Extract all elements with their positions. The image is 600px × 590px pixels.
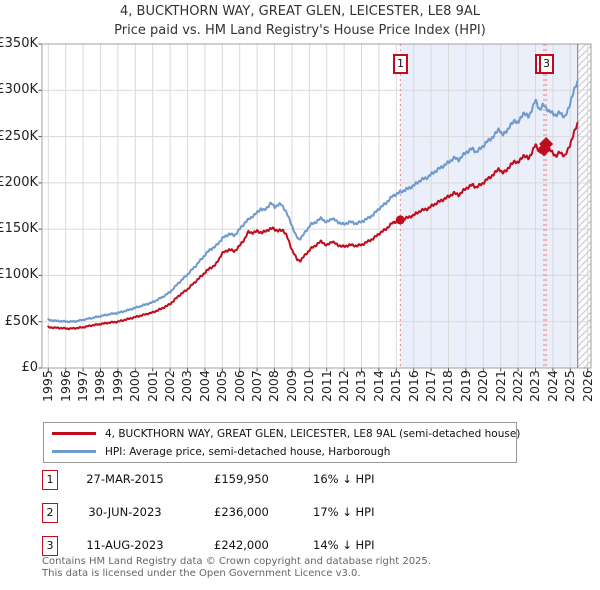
legend-item-property: 4, BUCKTHORN WAY, GREAT GLEN, LEICESTER,… (44, 426, 520, 441)
transaction-price: £159,950 (214, 472, 269, 486)
x-axis-label: 2008 (266, 370, 282, 402)
legend: 4, BUCKTHORN WAY, GREAT GLEN, LEICESTER,… (43, 422, 520, 463)
x-axis-label: 2012 (336, 370, 352, 402)
legend-swatch-price-paid (52, 432, 96, 435)
x-axis-label: 2004 (196, 370, 212, 402)
x-axis-label: 2010 (301, 370, 317, 402)
x-axis-label: 1997 (75, 370, 91, 402)
x-axis-label: 2000 (127, 370, 143, 402)
x-axis-label: 2016 (405, 370, 421, 402)
chart-title-address: 4, BUCKTHORN WAY, GREAT GLEN, LEICESTER,… (120, 4, 480, 19)
x-axis-label: 2025 (562, 370, 578, 402)
x-axis-label: 2014 (370, 370, 386, 402)
license-footer: Contains HM Land Registry data © Crown c… (42, 556, 431, 580)
x-axis-label: 2026 (579, 370, 595, 402)
ownership-period-shading (400, 44, 578, 368)
x-axis-label: 2013 (353, 370, 369, 402)
x-axis-label: 2020 (475, 370, 491, 402)
transaction-date: 30-JUN-2023 (88, 505, 162, 519)
transaction-vs-hpi: 14% ↓ HPI (313, 538, 375, 552)
transaction-vs-hpi: 17% ↓ HPI (313, 505, 375, 519)
x-axis-label: 1998 (92, 370, 108, 402)
footer-line1: Contains HM Land Registry data © Crown c… (42, 556, 431, 567)
x-axis-label: 2021 (492, 370, 508, 402)
sale-marker-circle (395, 215, 405, 225)
x-axis-label: 2024 (544, 370, 560, 402)
x-axis-label: 2007 (249, 370, 265, 402)
y-axis-label: £200K (0, 174, 38, 190)
x-axis-label: 2001 (144, 370, 160, 402)
x-axis-label: 2002 (162, 370, 178, 402)
transaction-date: 11-AUG-2023 (86, 538, 164, 552)
x-axis-label: 2003 (179, 370, 195, 402)
x-axis-label: 1995 (40, 370, 56, 402)
transaction-vs-hpi: 16% ↓ HPI (313, 472, 375, 486)
y-axis-label: £0 (21, 360, 38, 375)
transaction-date: 27-MAR-2015 (86, 472, 164, 486)
transaction-marker-box: 1 (393, 54, 408, 74)
x-axis-label: 2019 (457, 370, 473, 402)
chart-subtitle: Price paid vs. HM Land Registry's House … (114, 23, 486, 38)
legend-label-price-paid: 4, BUCKTHORN WAY, GREAT GLEN, LEICESTER,… (105, 427, 521, 440)
x-axis-label: 2015 (388, 370, 404, 402)
hpi-harborough-semi-detached-line (47, 80, 579, 324)
row-marker-box: 1 (42, 470, 58, 490)
x-axis-label: 2018 (440, 370, 456, 402)
y-axis-label: £350K (0, 36, 38, 51)
table-row: 2 30-JUN-2023 £236,000 17% ↓ HPI (0, 500, 600, 533)
x-axis-label: 2011 (318, 370, 334, 402)
legend-item-hpi: HPI: Average price, semi-detached house,… (44, 444, 516, 459)
x-axis-label: 2009 (283, 370, 299, 402)
price-paid-4-buckthorn-way-line (47, 121, 579, 331)
y-axis-label: £250K (0, 128, 38, 144)
x-axis-label: 1999 (109, 370, 125, 402)
table-row: 1 27-MAR-2015 £159,950 16% ↓ HPI (0, 467, 600, 500)
legend-label-hpi: HPI: Average price, semi-detached house,… (105, 445, 391, 458)
y-axis-label: £150K (0, 221, 38, 237)
x-axis-label: 2017 (423, 370, 439, 402)
table-row: 3 11-AUG-2023 £242,000 14% ↓ HPI (0, 533, 600, 566)
transaction-price: £236,000 (214, 505, 269, 519)
y-axis-label: £100K (0, 267, 38, 283)
footer-line2: This data is licensed under the Open Gov… (42, 568, 361, 579)
row-marker-box: 2 (42, 503, 58, 523)
future-hatched-region (577, 44, 591, 368)
y-axis-label: £50K (4, 313, 38, 329)
transaction-marker-box: 3 (539, 54, 554, 74)
sale-marker-diamond (539, 137, 554, 151)
x-axis-label: 2022 (510, 370, 526, 402)
x-axis-label: 1996 (57, 370, 73, 402)
x-axis-label: 2005 (214, 370, 230, 402)
transaction-price: £242,000 (214, 538, 269, 552)
price-history-plot (38, 43, 592, 372)
legend-swatch-hpi (52, 450, 96, 453)
x-axis-label: 2006 (231, 370, 247, 402)
row-marker-box: 3 (42, 536, 58, 556)
y-axis-label: £300K (0, 82, 38, 98)
x-axis-label: 2023 (527, 370, 543, 402)
